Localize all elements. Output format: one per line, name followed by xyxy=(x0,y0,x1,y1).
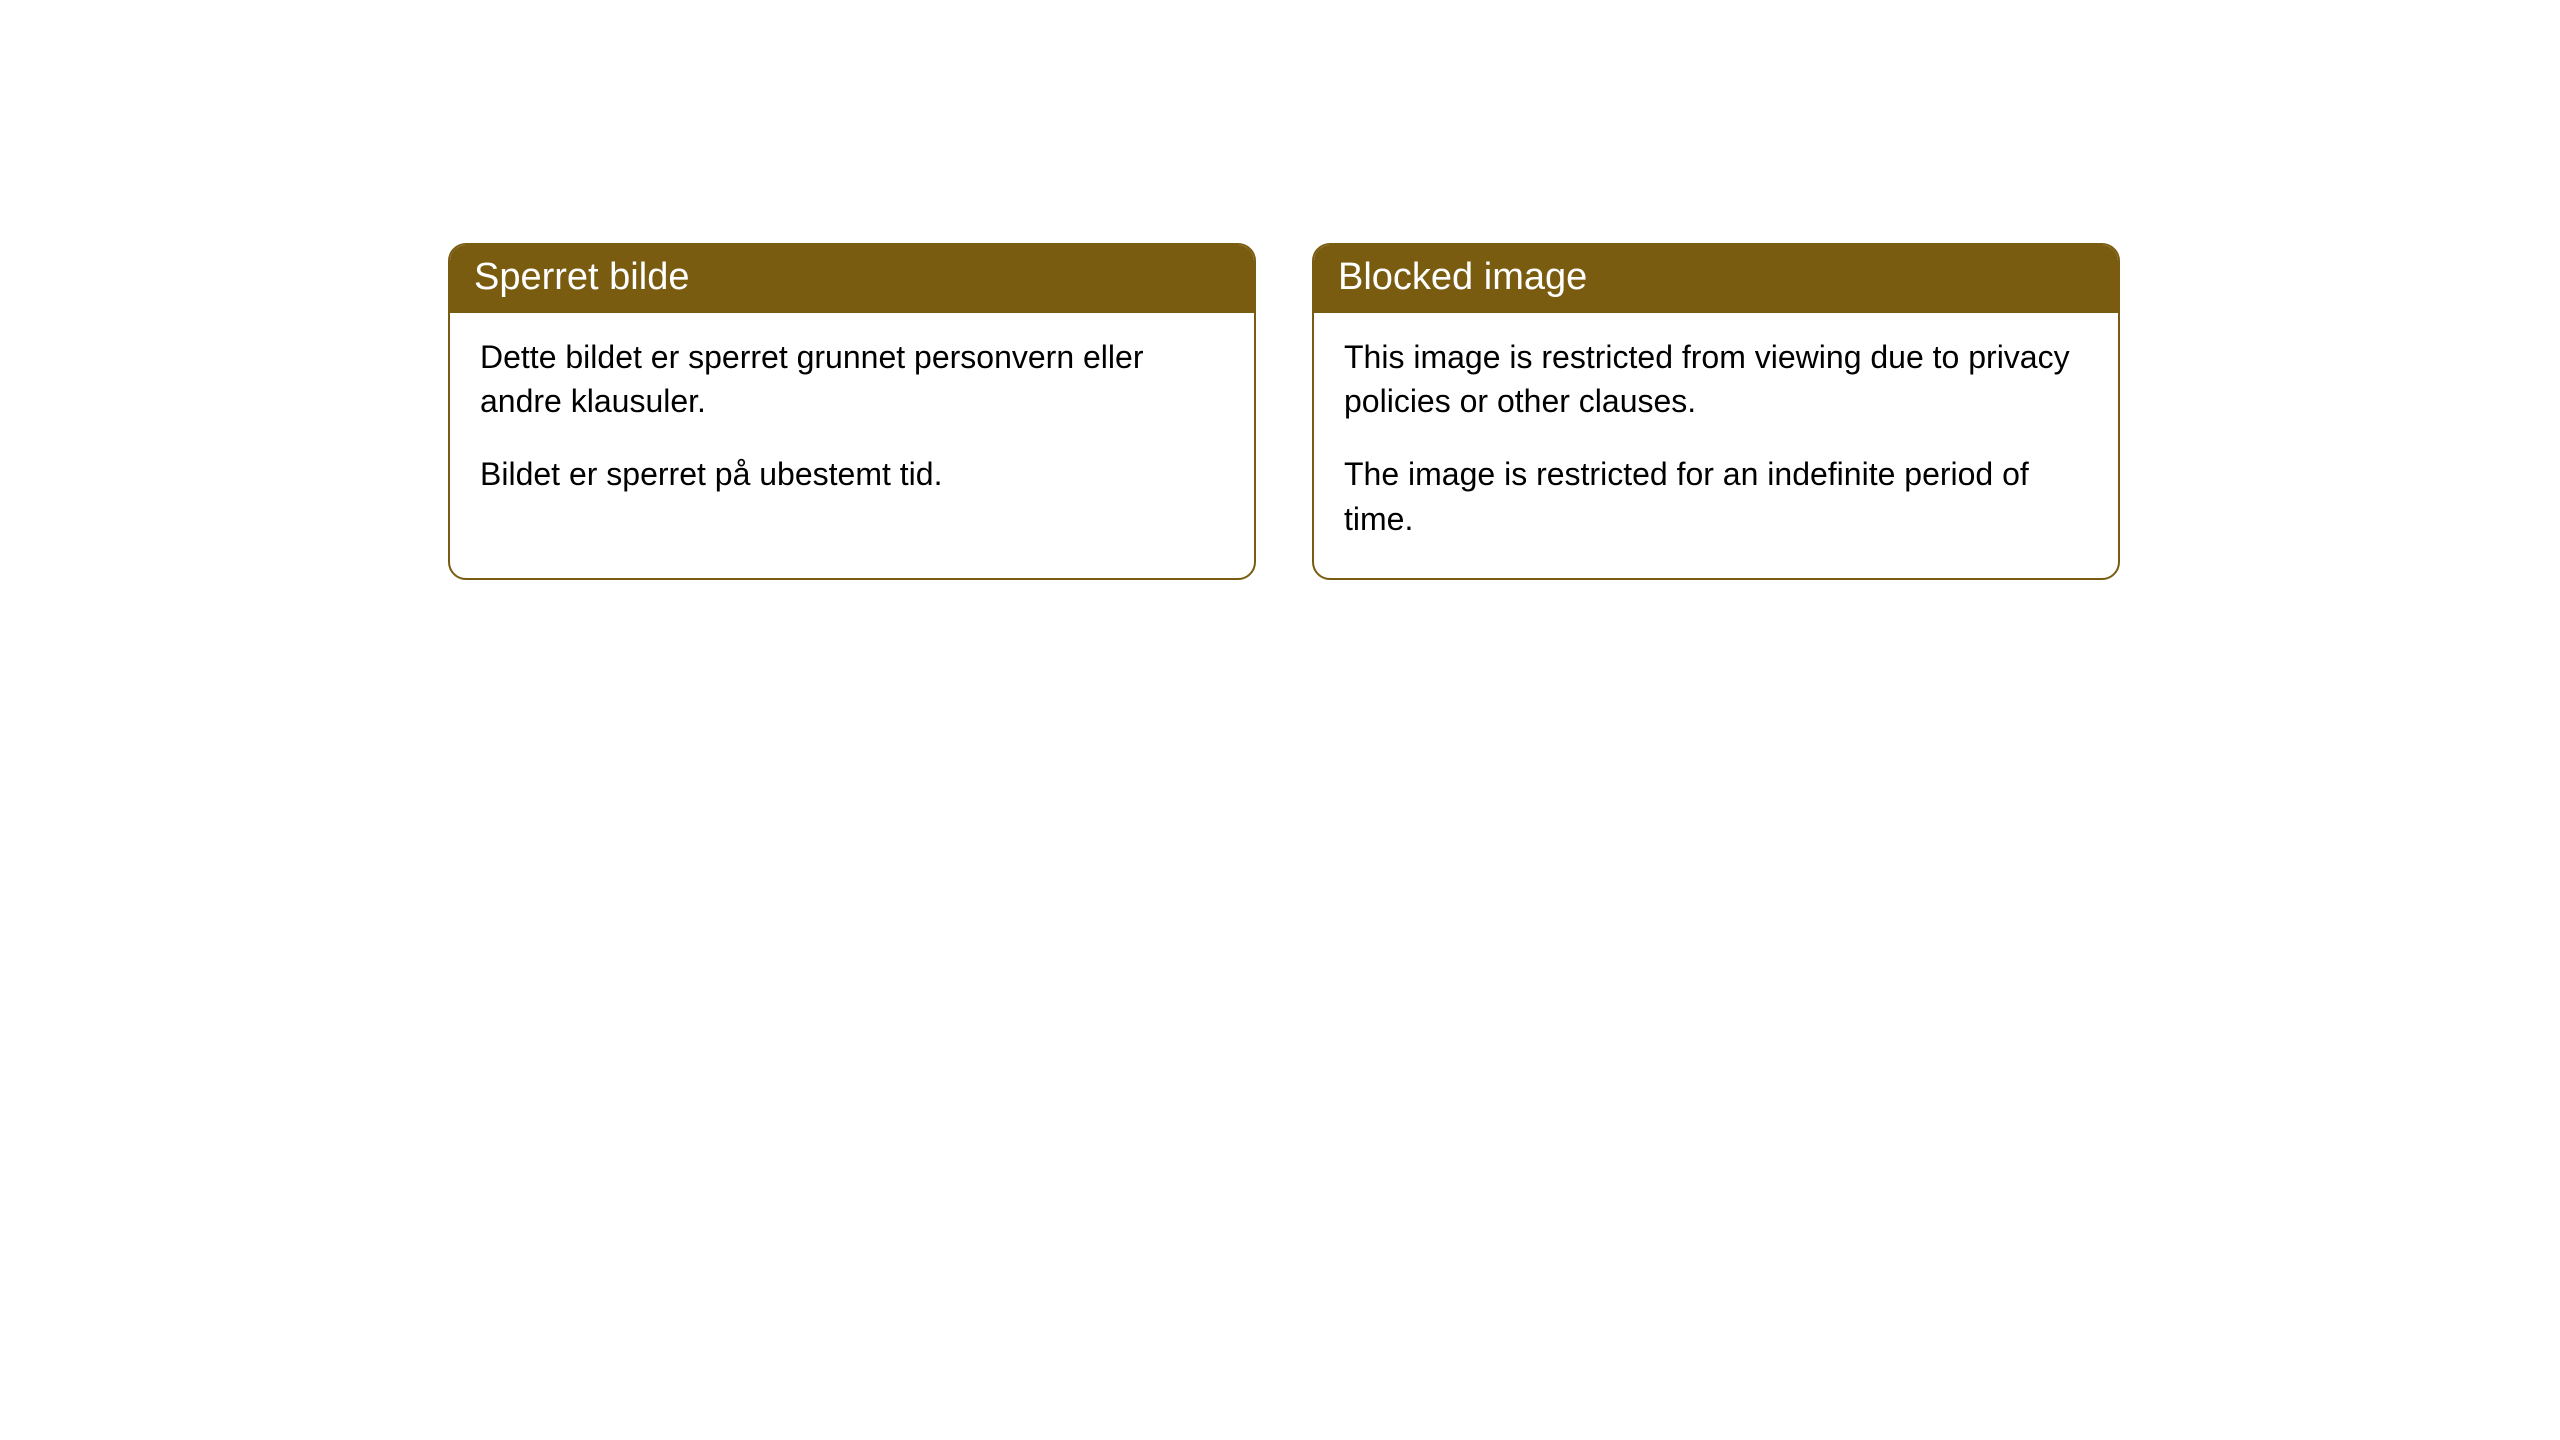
notice-paragraph: Bildet er sperret på ubestemt tid. xyxy=(480,452,1224,497)
notice-container: Sperret bilde Dette bildet er sperret gr… xyxy=(0,0,2560,580)
notice-title-english: Blocked image xyxy=(1314,245,2118,313)
notice-body-norwegian: Dette bildet er sperret grunnet personve… xyxy=(450,313,1254,533)
notice-title-norwegian: Sperret bilde xyxy=(450,245,1254,313)
notice-body-english: This image is restricted from viewing du… xyxy=(1314,313,2118,578)
notice-paragraph: Dette bildet er sperret grunnet personve… xyxy=(480,335,1224,425)
notice-card-english: Blocked image This image is restricted f… xyxy=(1312,243,2120,580)
notice-paragraph: This image is restricted from viewing du… xyxy=(1344,335,2088,425)
notice-card-norwegian: Sperret bilde Dette bildet er sperret gr… xyxy=(448,243,1256,580)
notice-paragraph: The image is restricted for an indefinit… xyxy=(1344,452,2088,542)
